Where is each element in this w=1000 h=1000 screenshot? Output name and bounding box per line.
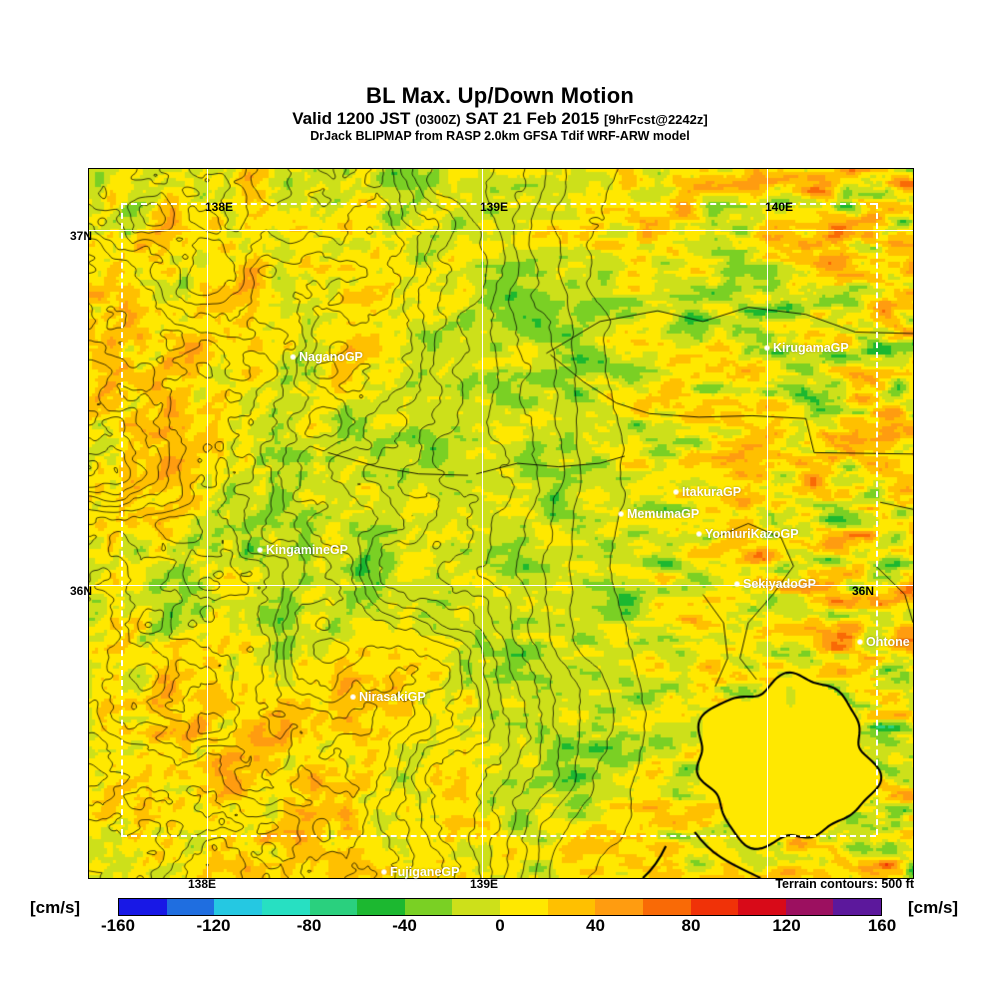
colorbar-swatch-1 xyxy=(166,899,215,915)
colorbar-tick-0: 0 xyxy=(495,916,505,935)
station-marker-icon xyxy=(351,694,355,699)
valid-date: SAT 21 Feb 2015 xyxy=(460,109,604,129)
station-sekiyadogp[interactable]: SekiyadoGP xyxy=(735,575,816,593)
station-label: MemumaGP xyxy=(627,506,700,521)
station-kingaminegp[interactable]: KingamineGP xyxy=(258,541,348,559)
colorbar-tick-labels: -160 -120 -80 -40 0 40 80 120 160 xyxy=(101,916,896,940)
colorbar-swatch-10 xyxy=(595,899,643,915)
station-naganogp[interactable]: NaganoGP xyxy=(291,348,363,366)
colorbar-tick--120: -120 xyxy=(196,916,231,935)
station-label: KirugamaGP xyxy=(773,340,849,355)
station-label: KingamineGP xyxy=(266,542,348,557)
station-kirugamagp[interactable]: KirugamaGP xyxy=(765,339,849,357)
lat-label-36N: 36N xyxy=(70,584,93,598)
station-marker-icon xyxy=(674,489,678,494)
colorbar-swatch-2 xyxy=(214,899,262,915)
valid-time-zulu: (0300Z) xyxy=(415,112,461,128)
colorbar-tick--160: -160 xyxy=(100,916,136,935)
terrain-contour-note: Terrain contours: 500 ft xyxy=(775,877,914,891)
lon-label-140E: 140E xyxy=(765,200,794,214)
station-ohtone[interactable]: Ohtone xyxy=(858,633,910,651)
colorbar-swatch-7 xyxy=(452,899,500,915)
model-description: DrJack BLIPMAP from RASP 2.0km GFSA Tdif… xyxy=(310,129,690,144)
station-memumagp[interactable]: MemumaGP xyxy=(619,505,699,523)
colorbar-tick--80: -80 xyxy=(296,916,322,935)
station-label: NirasakiGP xyxy=(359,689,426,704)
station-yomiurikazogp[interactable]: YomiuriKazoGP xyxy=(697,525,799,543)
colorbar-unit-left: [cm/s] xyxy=(30,898,81,917)
station-marker-icon xyxy=(735,581,739,586)
title-block: BL Max. Up/Down Motion Valid 1200 JST (0… xyxy=(0,84,1000,144)
station-label: FujiganeGP xyxy=(390,864,460,879)
colorbar-swatch-5 xyxy=(357,899,405,915)
colorbar-tick-40: 40 xyxy=(586,916,605,935)
colorbar-swatch-14 xyxy=(785,899,834,915)
station-nirasakigp[interactable]: NirasakiGP xyxy=(351,688,426,706)
colorbar-swatch-12 xyxy=(690,899,739,915)
colorbar-tick-160: 160 xyxy=(867,916,897,935)
station-marker-icon xyxy=(291,354,295,359)
colorbar-unit-right: [cm/s] xyxy=(908,898,959,917)
station-marker-icon xyxy=(619,511,623,516)
colorbar-tick--40: -40 xyxy=(392,916,417,935)
map-raster xyxy=(89,169,913,878)
valid-time-prefix: Valid 1200 JST xyxy=(292,109,416,129)
colorbar-tick-120: 120 xyxy=(772,916,801,935)
page-title: BL Max. Up/Down Motion xyxy=(366,83,634,108)
forecast-map[interactable] xyxy=(88,168,914,879)
lon-label-139E: 139E xyxy=(480,200,509,214)
station-label: YomiuriKazoGP xyxy=(705,526,799,541)
lat-label-37N: 37N xyxy=(70,229,93,243)
station-label: Ohtone xyxy=(866,634,910,649)
lon-label-138E: 138E xyxy=(205,200,234,214)
colorbar-swatch-6 xyxy=(404,899,453,915)
station-label: SekiyadoGP xyxy=(743,576,816,591)
lat-label-36N: 36N xyxy=(852,584,875,598)
colorbar[interactable] xyxy=(118,898,882,916)
colorbar-swatch-9 xyxy=(547,899,596,915)
colorbar-swatch-8 xyxy=(500,899,548,915)
colorbar-swatch-15 xyxy=(833,899,881,915)
station-marker-icon xyxy=(697,531,701,536)
valid-time-line: Valid 1200 JST (0300Z) SAT 21 Feb 2015 [… xyxy=(0,108,1000,129)
station-marker-icon xyxy=(858,639,862,644)
lon-label-bottom-139E: 139E xyxy=(470,877,499,891)
station-marker-icon xyxy=(382,869,386,874)
station-label: NaganoGP xyxy=(299,349,363,364)
colorbar-swatch-3 xyxy=(261,899,310,915)
colorbar-tick-80: 80 xyxy=(681,916,701,935)
colorbar-swatch-13 xyxy=(738,899,786,915)
station-marker-icon xyxy=(258,547,262,552)
colorbar-swatch-4 xyxy=(309,899,358,915)
lon-label-bottom-138E: 138E xyxy=(188,877,217,891)
colorbar-swatch-11 xyxy=(642,899,691,915)
station-fujiganegp[interactable]: FujiganeGP xyxy=(382,863,459,881)
station-label: ItakuraGP xyxy=(682,484,742,499)
forecast-tag: [9hrFcst@2242z] xyxy=(603,112,708,128)
station-marker-icon xyxy=(765,345,769,350)
colorbar-swatch-0 xyxy=(119,899,167,915)
station-itakuragp[interactable]: ItakuraGP xyxy=(674,483,741,501)
